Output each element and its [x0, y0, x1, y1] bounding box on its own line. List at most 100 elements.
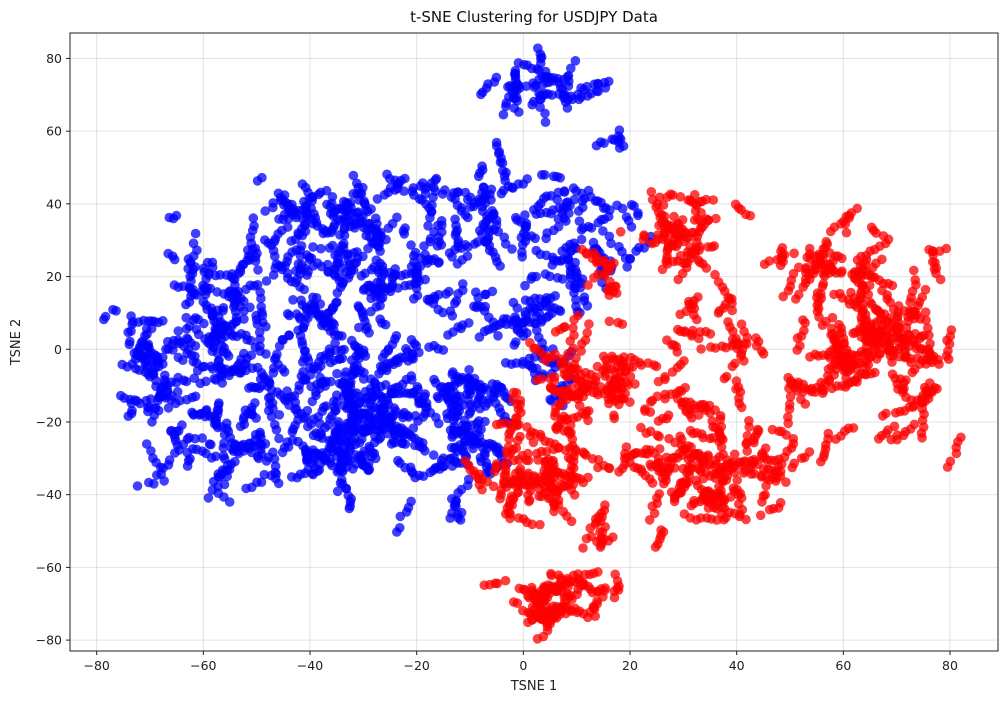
scatter-point — [688, 325, 698, 336]
scatter-point — [596, 584, 606, 594]
scatter-point — [412, 290, 423, 301]
scatter-point — [592, 536, 602, 547]
scatter-point — [865, 297, 875, 308]
scatter-point — [346, 335, 357, 346]
plot-frame — [69, 32, 999, 652]
scatter-point — [283, 442, 294, 452]
scatter-point — [250, 252, 261, 262]
scatter-point — [755, 510, 766, 521]
scatter-point — [813, 303, 824, 314]
scatter-point — [296, 295, 306, 306]
scatter-point — [190, 313, 201, 323]
scatter-point — [659, 229, 670, 239]
scatter-point — [141, 395, 151, 406]
scatter-point — [668, 190, 678, 200]
scatter-point — [537, 588, 547, 599]
scatter-point — [242, 334, 252, 345]
scatter-point — [739, 326, 749, 337]
series-1-points — [460, 187, 966, 644]
scatter-point — [240, 405, 251, 416]
scatter-point — [710, 473, 721, 484]
scatter-point — [260, 206, 271, 216]
scatter-point — [621, 212, 632, 222]
scatter-point — [799, 325, 809, 336]
scatter-point — [841, 227, 852, 238]
scatter-point — [921, 315, 931, 326]
scatter-point — [396, 352, 406, 363]
scatter-point — [155, 389, 165, 400]
scatter-point — [406, 496, 416, 507]
scatter-point — [715, 411, 726, 421]
scatter-point — [358, 374, 369, 384]
scatter-point — [837, 328, 847, 338]
scatter-point — [598, 351, 609, 362]
scatter-point — [866, 222, 877, 233]
scatter-point — [609, 410, 619, 421]
scatter-point — [794, 289, 804, 300]
scatter-point — [324, 344, 335, 354]
scatter-point — [129, 395, 140, 405]
scatter-point — [695, 453, 705, 463]
scatter-point — [393, 455, 403, 466]
scatter-point — [481, 190, 491, 200]
scatter-point — [853, 372, 863, 382]
scatter-point — [339, 196, 349, 207]
scatter-point — [909, 419, 920, 430]
scatter-point — [188, 264, 198, 275]
scatter-point — [578, 447, 588, 458]
scatter-point — [352, 360, 362, 371]
scatter-point — [691, 475, 701, 486]
scatter-point — [332, 397, 342, 407]
scatter-point — [479, 182, 489, 193]
scatter-point — [566, 363, 576, 374]
scatter-point — [465, 465, 476, 475]
scatter-point — [522, 174, 532, 184]
scatter-point — [229, 444, 240, 454]
scatter-point — [599, 138, 609, 148]
scatter-point — [406, 240, 416, 250]
scatter-point — [867, 272, 877, 283]
scatter-point — [451, 496, 461, 507]
scatter-point — [334, 203, 344, 214]
scatter-point — [736, 319, 747, 330]
scatter-point — [375, 258, 386, 269]
scatter-point — [158, 316, 168, 326]
scatter-point — [837, 266, 847, 277]
scatter-point — [303, 464, 314, 475]
scatter-point — [656, 525, 666, 535]
scatter-point — [878, 231, 889, 241]
scatter-point — [498, 165, 508, 176]
scatter-point — [924, 349, 935, 359]
scatter-point — [864, 280, 875, 291]
scatter-point — [869, 343, 879, 354]
scatter-point — [369, 377, 380, 387]
scatter-point — [870, 367, 880, 378]
scatter-point — [332, 368, 342, 379]
scatter-point — [201, 376, 211, 387]
scatter-point — [386, 439, 397, 449]
scatter-point — [610, 569, 620, 580]
scatter-point — [211, 375, 221, 385]
scatter-point — [214, 398, 224, 408]
scatter-point — [173, 326, 184, 336]
scatter-point — [234, 364, 245, 375]
x-tick-label: 0 — [519, 658, 527, 673]
scatter-point — [507, 244, 517, 254]
scatter-point — [956, 432, 966, 443]
scatter-point — [889, 421, 900, 432]
scatter-point — [728, 483, 739, 494]
scatter-point — [464, 365, 474, 375]
scatter-point — [541, 456, 551, 467]
scatter-point — [920, 284, 931, 295]
scatter-point — [636, 422, 646, 433]
scatter-point — [188, 356, 199, 367]
scatter-point — [592, 361, 603, 372]
scatter-point — [646, 187, 657, 197]
scatter-point — [861, 254, 872, 265]
scatter-point — [453, 402, 464, 413]
scatter-point — [607, 354, 618, 364]
scatter-point — [372, 194, 383, 204]
scatter-point — [365, 280, 375, 291]
scatter-point — [909, 265, 919, 276]
scatter-point — [197, 433, 207, 443]
